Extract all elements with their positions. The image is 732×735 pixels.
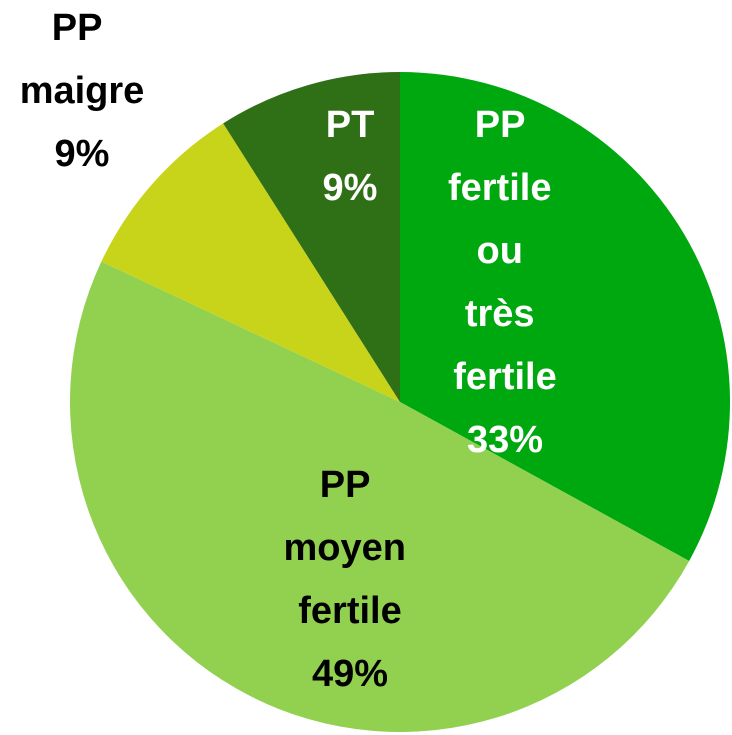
- label-line: maigre: [20, 70, 145, 112]
- label-line: très: [465, 293, 545, 335]
- value-label: 9%: [323, 167, 378, 209]
- label-line: moyen: [283, 527, 416, 569]
- label-line: ou: [477, 230, 534, 272]
- pie-slice: [70, 261, 690, 732]
- label-line: fertile: [298, 590, 401, 632]
- label-line: fertile: [453, 356, 556, 398]
- pie-slice: [400, 72, 730, 561]
- pie-slice: [101, 123, 400, 402]
- pie-slice: [223, 72, 400, 402]
- label-line: PP: [52, 7, 113, 49]
- label-line: PP: [320, 464, 381, 506]
- label-line: PT: [326, 104, 375, 146]
- label-line: PP: [475, 104, 536, 146]
- value-label: 9%: [55, 133, 110, 175]
- slice-label: PT: [326, 104, 375, 146]
- value-label: 33%: [467, 419, 543, 461]
- slice-label: PP fertile ou très fertile: [448, 104, 562, 398]
- slice-label: PP moyen fertile: [283, 464, 416, 632]
- value-label: 49%: [312, 653, 388, 695]
- label-line: fertile: [448, 167, 562, 209]
- slice-label: PP maigre: [20, 7, 145, 112]
